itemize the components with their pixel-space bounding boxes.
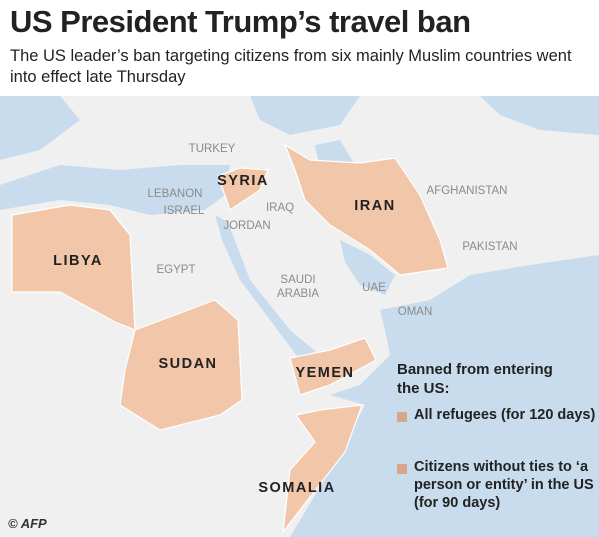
seas xyxy=(0,96,599,537)
map xyxy=(0,96,599,537)
legend-item: All refugees (for 120 days) xyxy=(414,407,596,423)
country-label: UAE xyxy=(362,282,386,294)
country-label: AFGHANISTAN xyxy=(426,185,508,197)
country-label: PAKISTAN xyxy=(462,241,518,253)
country-label: LEBANON xyxy=(147,188,203,200)
banned-country-label: IRAN xyxy=(354,198,396,214)
legend-title: Banned from entering the US: xyxy=(397,361,553,397)
country-label: JORDAN xyxy=(223,220,271,232)
banned-country-label: SOMALIA xyxy=(258,480,336,496)
banned-areas xyxy=(11,143,449,535)
country-label: EGYPT xyxy=(156,264,196,276)
country-label: IRAQ xyxy=(265,202,295,214)
credit: © AFP xyxy=(8,516,47,531)
country-label: ISRAEL xyxy=(163,205,205,217)
title: US President Trump’s travel ban xyxy=(10,4,471,39)
country-label: TURKEY xyxy=(188,143,236,155)
legend-swatch xyxy=(397,412,407,422)
country-label: OMAN xyxy=(397,306,433,318)
legend-item: Citizens without ties to ‘a person or en… xyxy=(414,459,594,511)
banned-country-label: SUDAN xyxy=(158,356,218,372)
legend-swatch xyxy=(397,464,407,474)
banned-country-label: LIBYA xyxy=(53,253,103,269)
subtitle: The US leader’s ban targeting citizens f… xyxy=(10,47,572,86)
banned-country-label: YEMEN xyxy=(295,365,355,381)
country-label: SAUDI ARABIA xyxy=(276,274,320,300)
banned-country-label: SYRIA xyxy=(217,173,269,189)
